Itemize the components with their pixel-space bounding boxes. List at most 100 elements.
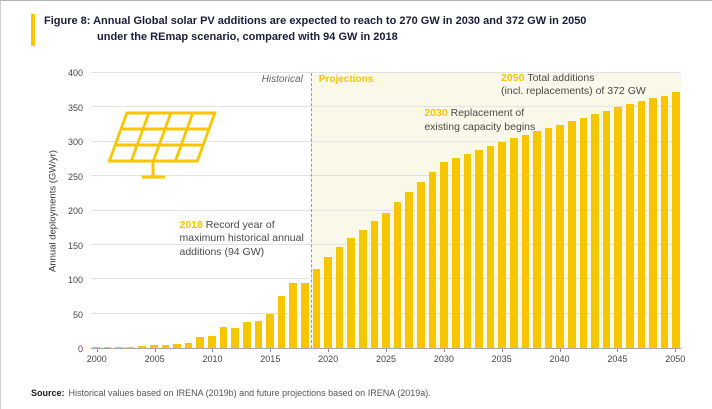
annotation-year: 2050: [501, 71, 528, 84]
y-tick-label: 300: [67, 137, 83, 147]
annotation-year: 2030: [424, 107, 451, 120]
x-tick-label: 2020: [318, 354, 339, 364]
y-tick-label: 200: [67, 206, 83, 216]
x-tick-label: 2040: [549, 354, 570, 364]
gridline: [91, 72, 681, 73]
source-label: Source:: [31, 388, 65, 398]
x-tick-mark: [617, 349, 619, 352]
x-tick-mark: [501, 349, 503, 352]
bar: [92, 347, 100, 348]
gridline: [91, 209, 681, 211]
bar: [579, 117, 588, 348]
x-tick-label: 2035: [491, 354, 512, 364]
bar: [660, 95, 669, 348]
y-tick-label: 0: [77, 344, 83, 354]
y-tick-label: 150: [67, 240, 83, 251]
bar: [184, 342, 193, 348]
bar: [103, 347, 112, 348]
x-tick-mark: [328, 349, 330, 352]
bar: [347, 238, 356, 348]
figure-title: Figure 8: Annual Global solar PV additio…: [44, 14, 704, 46]
bar: [150, 345, 158, 348]
annotation-year: 2018: [179, 218, 206, 231]
solar-panel-icon: [107, 111, 217, 179]
bar: [382, 212, 390, 348]
annotation-2018: 2018 Record year of maximum historical an…: [180, 219, 304, 260]
bar: [324, 256, 332, 348]
bar: [138, 345, 147, 348]
annotation-2030: 2030 Replacement of existing capacity beg…: [424, 107, 535, 134]
bar: [602, 110, 611, 348]
bar: [567, 121, 576, 348]
bar: [591, 114, 599, 348]
bar: [417, 181, 425, 348]
x-tick-mark: [559, 349, 561, 352]
bar: [626, 103, 634, 348]
bar: [173, 343, 181, 348]
annotation-line: 2030 Replacement of: [424, 107, 525, 120]
bar: [300, 283, 309, 348]
bar: [370, 220, 379, 348]
source-note: Source: Historical values based on IRENA …: [31, 388, 431, 398]
x-tick-mark: [212, 349, 214, 352]
bar: [266, 313, 274, 348]
x-tick-label: 2030: [433, 354, 454, 364]
bar: [126, 346, 135, 348]
bar: [509, 138, 518, 348]
y-axis: 0 50 100 150 200 250 300 350 400: [57, 68, 87, 354]
bar: [208, 336, 216, 348]
annotation-line: (incl. replacements) of 372 GW: [501, 85, 646, 98]
bar: [475, 150, 483, 348]
plot-area: Historical Projections: [91, 72, 681, 349]
x-tick-mark: [386, 349, 387, 352]
bar: [312, 268, 321, 348]
bar: [486, 145, 495, 348]
bar: [335, 246, 344, 348]
x-tick-label: 2045: [607, 354, 628, 364]
x-tick-label: 2000: [86, 354, 107, 364]
x-tick-label: 2025: [375, 354, 397, 364]
x-tick-label: 2010: [202, 354, 223, 364]
bar: [161, 344, 170, 348]
pv-additions-chart: Annual deployments (GW/yr) 0 50 100 150 200 2…: [1, 61, 712, 371]
bar: [231, 328, 239, 348]
bar: [428, 172, 437, 348]
bar: [498, 141, 506, 348]
x-tick-label: 2005: [144, 354, 165, 364]
y-tick-label: 250: [67, 171, 83, 182]
bar: [637, 101, 646, 348]
bar: [614, 107, 623, 348]
annotation-line: additions (94 GW): [179, 246, 265, 259]
annotation-line: existing capacity begins: [424, 121, 536, 134]
bar: [533, 131, 541, 348]
figure-header: Figure 8: Annual Global solar PV additio…: [31, 14, 704, 46]
bar: [115, 346, 123, 348]
x-tick-mark: [154, 349, 156, 352]
gridline: [91, 175, 681, 177]
x-tick-mark: [96, 349, 98, 352]
bar: [556, 124, 564, 348]
annotation-line: 2018 Record year of: [179, 218, 275, 231]
y-tick-label: 50: [72, 309, 83, 320]
figure-title-line1: Annual Global solar PV additions are exp…: [93, 15, 587, 27]
bar: [544, 128, 553, 348]
x-tick-mark: [675, 349, 677, 352]
gridline: [91, 140, 681, 142]
x-tick-label: 2015: [260, 354, 281, 364]
bar: [289, 282, 297, 348]
y-tick-label: 100: [67, 275, 83, 285]
bar: [359, 229, 367, 348]
historical-projections-divider: [310, 73, 312, 348]
bar: [277, 296, 286, 348]
annotation-line: 2050 Total additions: [501, 71, 595, 84]
annotation-2050: 2050 Total additions (incl. replacements)…: [501, 72, 646, 99]
bar: [254, 320, 263, 348]
gridline: [91, 106, 681, 108]
bar: [649, 98, 657, 348]
bar: [196, 337, 205, 348]
bar: [463, 154, 472, 348]
x-tick-mark: [270, 349, 272, 352]
bars: [91, 73, 681, 348]
bar: [219, 327, 228, 348]
